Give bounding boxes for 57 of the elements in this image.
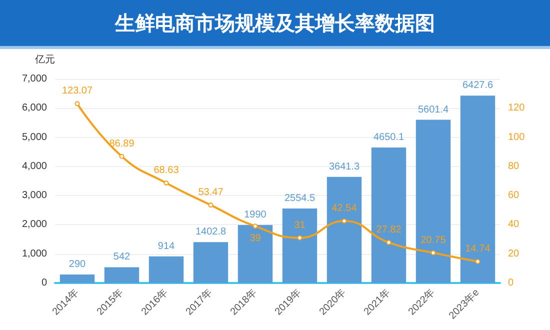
- point: [475, 259, 480, 264]
- data-label: 123.07: [62, 86, 93, 97]
- data-label: 5601.4: [418, 104, 449, 116]
- data-label: 39: [250, 233, 262, 244]
- data-label: 6427.6: [462, 80, 494, 92]
- y-axis-title: 亿元: [34, 54, 55, 66]
- y-tick-label: 1,000: [22, 248, 48, 260]
- data-label: 68.63: [154, 164, 180, 176]
- point: [208, 202, 214, 208]
- y-tick-label: 3,000: [22, 190, 48, 202]
- data-label: 542: [113, 252, 131, 263]
- y-tick-label: 0: [41, 278, 48, 288]
- point: [342, 218, 347, 224]
- bar: [60, 274, 95, 283]
- y2-tick-label: 20: [508, 248, 520, 260]
- data-label: 42.54: [332, 203, 358, 214]
- data-label: 3641.3: [328, 161, 360, 172]
- y-tick-label: 5,000: [22, 132, 48, 143]
- bar: [371, 147, 406, 283]
- y2-tick-label: 40: [508, 219, 520, 230]
- data-label: 4650.1: [373, 132, 404, 143]
- y-tick-label: 6,000: [22, 102, 48, 114]
- data-label: 27.82: [376, 224, 402, 236]
- chart-title: 生鲜电商市场规模及其增长率数据图: [0, 0, 550, 49]
- y2-tick-label: 0: [508, 278, 514, 288]
- bar: [104, 267, 140, 283]
- point: [430, 250, 436, 256]
- y2-tick-label: 80: [508, 160, 520, 172]
- bar: [326, 176, 362, 283]
- point: [119, 154, 124, 159]
- data-label: 1990: [244, 210, 267, 221]
- data-label: 14.74: [465, 244, 491, 255]
- data-label: 86.89: [109, 138, 135, 150]
- y-tick-label: 2,000: [22, 219, 48, 230]
- bar: [282, 208, 318, 283]
- data-label: 914: [158, 240, 176, 252]
- data-label: 290: [68, 259, 86, 270]
- bar: [460, 96, 496, 283]
- bar: [148, 256, 184, 283]
- y2-tick-label: 100: [508, 132, 526, 143]
- data-label: 53.47: [198, 187, 224, 198]
- data-label: 31: [294, 220, 306, 231]
- bar: [238, 225, 273, 283]
- y2-tick-label: 120: [508, 102, 526, 114]
- bar: [416, 120, 451, 283]
- data-label: 20.75: [420, 234, 446, 246]
- y-tick-label: 4,000: [22, 160, 48, 172]
- y-tick-label: 7,000: [22, 74, 48, 84]
- data-label: 2554.5: [284, 193, 316, 204]
- point: [297, 235, 302, 240]
- bar: [193, 242, 228, 283]
- point: [74, 101, 80, 106]
- point: [386, 240, 392, 245]
- point: [252, 224, 258, 229]
- y2-tick-label: 60: [508, 190, 520, 202]
- point: [164, 180, 169, 186]
- data-label: 1402.8: [195, 226, 226, 238]
